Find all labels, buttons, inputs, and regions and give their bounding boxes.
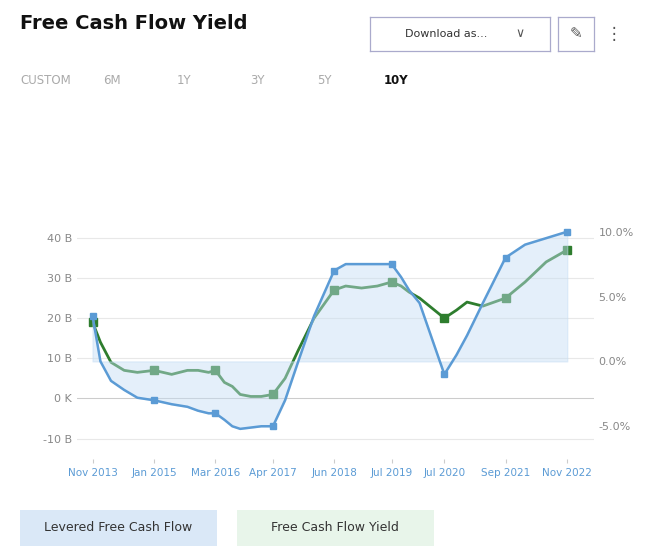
Text: 3Y: 3Y: [250, 74, 265, 87]
Text: Download as...: Download as...: [405, 29, 487, 39]
Text: 1Y: 1Y: [177, 74, 191, 87]
Text: Free Cash Flow Yield: Free Cash Flow Yield: [20, 14, 247, 33]
Text: Levered Free Cash Flow: Levered Free Cash Flow: [44, 522, 193, 534]
Text: 5Y: 5Y: [317, 74, 331, 87]
Text: CUSTOM: CUSTOM: [20, 74, 71, 87]
Text: ✎: ✎: [570, 27, 582, 41]
Text: 10Y: 10Y: [384, 74, 408, 87]
Text: ⋮: ⋮: [606, 25, 622, 43]
Text: Free Cash Flow Yield: Free Cash Flow Yield: [271, 522, 399, 534]
Text: ∨: ∨: [515, 27, 524, 41]
Text: 6M: 6M: [103, 74, 121, 87]
